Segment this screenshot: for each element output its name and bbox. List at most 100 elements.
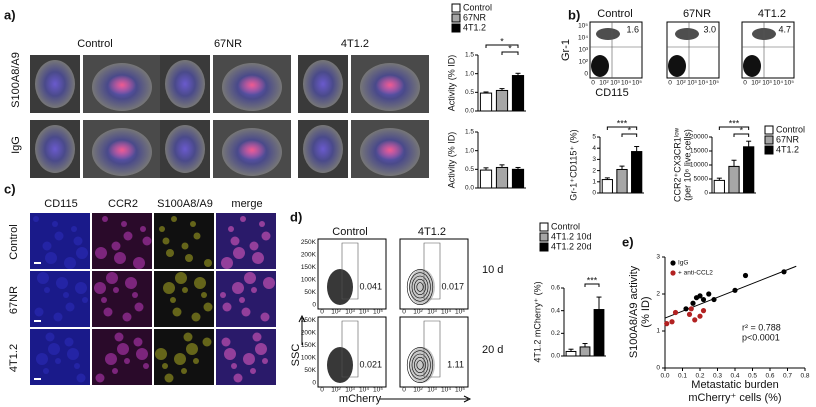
legend-label: Control <box>551 221 580 231</box>
x-tick-label: 0.2 <box>695 373 704 380</box>
axis <box>563 288 606 357</box>
gate-value: 4.7 <box>778 24 791 34</box>
micrograph <box>193 232 201 240</box>
micrograph <box>125 277 137 289</box>
flow-contour <box>416 282 424 292</box>
axis-arrow <box>380 395 472 403</box>
y-tick-label: 0 <box>584 71 588 78</box>
flow-gate <box>742 22 794 78</box>
bar <box>713 179 725 194</box>
significance-bracket <box>501 51 519 55</box>
axis <box>477 55 526 112</box>
x-tick-label: 0.6 <box>765 373 774 380</box>
significance-bracket <box>621 133 638 137</box>
legend-swatch <box>764 135 774 145</box>
x-tick-label: 0.8 <box>800 373 809 380</box>
micrograph <box>133 337 143 347</box>
x-axis-label: CD115 <box>595 87 628 99</box>
micrograph <box>163 282 175 294</box>
y-tick-label: 0.0 <box>465 108 474 115</box>
significance-bracket <box>606 126 638 130</box>
panel-label: a) <box>4 7 16 22</box>
y-axis-label: Activity (% ID) <box>446 55 456 112</box>
scale-bar <box>34 320 41 322</box>
significance-label: *** <box>729 118 740 128</box>
y-tick-label: 200K <box>301 252 317 259</box>
row-label: 10 d <box>482 264 503 276</box>
point <box>711 296 717 303</box>
x-tick-label: 0 <box>320 387 324 394</box>
micrograph <box>190 221 196 227</box>
bar <box>601 179 613 194</box>
y-tick-label: 0.4 <box>551 307 560 314</box>
flow-plot <box>317 316 387 388</box>
micrograph <box>259 221 265 227</box>
flow-contour <box>409 272 431 302</box>
bar <box>495 89 509 112</box>
micrograph <box>170 297 176 303</box>
x-tick-label: 10² <box>751 80 761 87</box>
bar <box>511 168 525 189</box>
ct-image <box>108 75 136 95</box>
micrograph <box>134 302 144 312</box>
point <box>697 313 703 319</box>
bar <box>565 350 577 357</box>
point <box>683 306 689 312</box>
micrograph <box>243 353 255 365</box>
micrograph <box>73 236 83 246</box>
annotation: p<0.0001 <box>742 332 780 342</box>
micrograph <box>233 247 245 259</box>
x-tick-label: 10⁵ <box>709 80 719 87</box>
flow-contour <box>406 269 434 305</box>
micrograph <box>45 332 55 342</box>
x-tick-label: 0 <box>668 80 672 87</box>
micrograph <box>181 368 187 374</box>
x-tick-label: 10³ <box>345 387 355 394</box>
micrograph <box>162 237 170 245</box>
micrograph <box>193 358 199 364</box>
y-axis-label: Gr-1⁺CD115⁺ (%) <box>568 129 578 200</box>
micrograph <box>143 363 149 369</box>
micrograph <box>183 332 193 342</box>
micrograph <box>34 307 44 317</box>
significance-label: * <box>740 125 744 135</box>
micrograph <box>56 277 68 289</box>
micrograph <box>172 307 182 317</box>
x-tick-label: 10⁵ <box>784 80 794 87</box>
x-tick-label: 10⁴ <box>773 80 783 87</box>
micrograph <box>250 368 256 374</box>
ct-image <box>165 125 205 173</box>
micrograph <box>112 368 118 374</box>
y-tick-label: 10⁴ <box>578 35 588 42</box>
x-tick-label: 10⁴ <box>441 309 451 316</box>
flow-plot <box>317 238 387 310</box>
y-tick-label: 10⁵ <box>578 23 588 30</box>
micrograph <box>67 348 79 360</box>
micrograph <box>224 348 236 360</box>
x-tick-label: 0.1 <box>678 373 687 380</box>
flow-cloud <box>327 347 353 383</box>
y-tick-label: 3 <box>656 254 660 261</box>
micrograph <box>117 343 129 355</box>
micrograph <box>45 252 57 264</box>
gate-value: 0.041 <box>359 281 382 291</box>
gate-value: 0.017 <box>441 281 464 291</box>
y-tick-label: 1 <box>592 179 596 186</box>
micrograph <box>64 337 74 347</box>
micrograph <box>263 277 275 289</box>
point <box>672 309 679 316</box>
x-tick-label: 10⁴ <box>359 387 369 394</box>
column-label: 4T1.2 <box>758 8 786 20</box>
micrograph <box>221 257 233 269</box>
micrograph <box>186 343 198 355</box>
micrograph <box>202 337 212 347</box>
micrograph <box>162 363 168 369</box>
flow-cloud <box>591 55 609 77</box>
legend-label: 67NR <box>776 134 800 144</box>
micrograph <box>201 292 207 298</box>
flow-cloud <box>409 269 435 305</box>
axis <box>477 132 526 189</box>
ct-image <box>303 125 343 173</box>
y-tick-label: 150K <box>301 342 317 349</box>
